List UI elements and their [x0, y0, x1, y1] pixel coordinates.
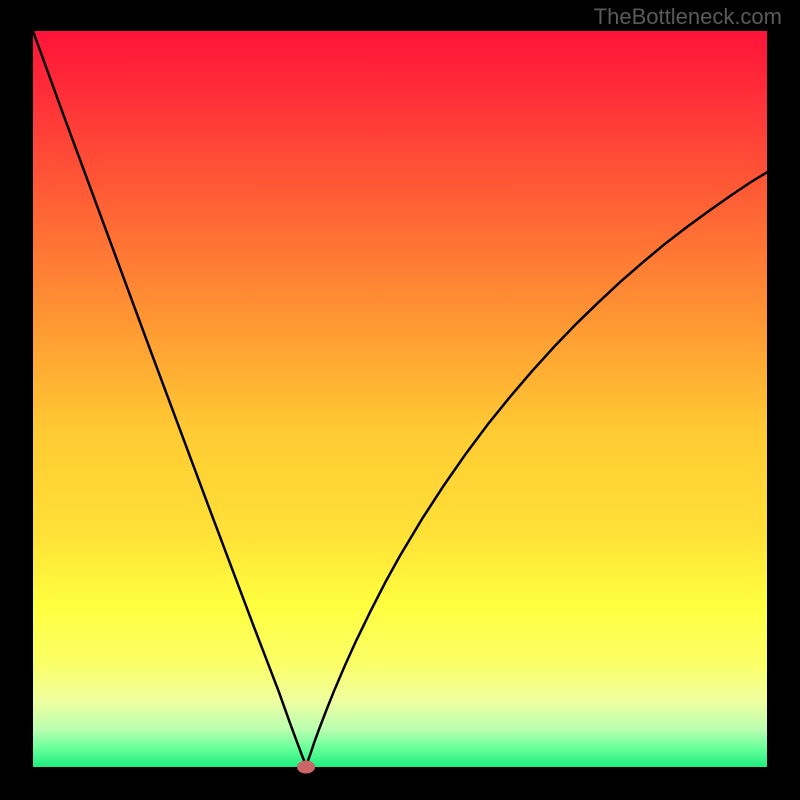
chart-frame: { "watermark": { "text": "TheBottleneck.… [0, 0, 800, 800]
chart-svg [0, 0, 800, 800]
minimum-marker [297, 761, 315, 774]
watermark-text: TheBottleneck.com [594, 4, 782, 30]
plot-background [33, 31, 767, 767]
